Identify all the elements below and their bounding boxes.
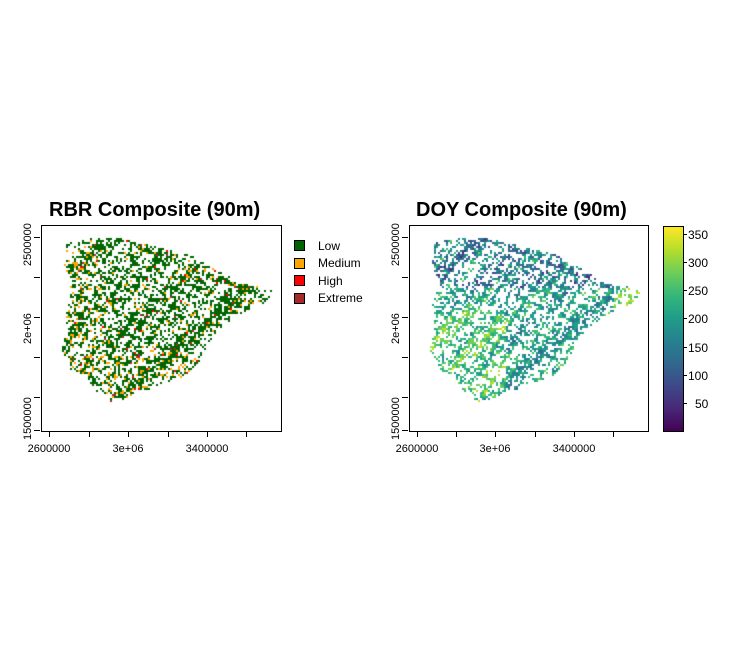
axis-tick [128, 431, 129, 437]
colorbar-label: 50 [695, 397, 709, 411]
axis-tick [89, 431, 90, 437]
axis-tick [34, 277, 40, 278]
colorbar-tick [683, 403, 687, 404]
axis-tick [34, 317, 40, 318]
colorbar-label: 250 [688, 284, 709, 298]
rbr-legend: Low Medium High Extreme [294, 237, 363, 307]
legend-label: High [318, 273, 343, 288]
rbr-y-tick-label: 2500000 [22, 223, 34, 266]
axis-tick [34, 430, 40, 431]
doy-y-tick-label: 1500000 [390, 397, 402, 440]
axis-tick [168, 431, 169, 437]
rbr-y-tick-label: 2e+06 [22, 313, 34, 344]
doy-map-title: DOY Composite (90m) [416, 199, 627, 221]
colorbar-tick [683, 290, 687, 291]
doy-y-tick-label: 2500000 [390, 223, 402, 266]
axis-tick [402, 317, 408, 318]
colorbar-tick [683, 262, 687, 263]
colorbar-label: 350 [688, 228, 709, 242]
legend-label: Low [318, 238, 341, 253]
axis-tick [402, 357, 408, 358]
axis-tick [402, 277, 408, 278]
axis-tick [456, 431, 457, 437]
axis-tick [207, 431, 208, 437]
legend-item-high: High [294, 272, 363, 290]
axis-tick [417, 431, 418, 437]
doy-x-tick-label: 3e+06 [479, 443, 511, 455]
doy-y-tick-label: 2e+06 [390, 313, 402, 344]
legend-item-extreme: Extreme [294, 290, 363, 308]
colorbar-tick [683, 234, 687, 235]
legend-swatch [294, 275, 305, 287]
rbr-raster [42, 226, 281, 431]
colorbar-label: 100 [688, 369, 709, 383]
legend-label: Medium [318, 256, 361, 271]
rbr-y-tick-label: 1500000 [22, 397, 34, 440]
axis-tick [402, 430, 408, 431]
doy-x-tick-label: 2600000 [395, 443, 439, 455]
rbr-x-tick-label: 3e+06 [112, 443, 144, 455]
axis-tick [402, 237, 408, 238]
legend-swatch [294, 292, 305, 304]
axis-tick [34, 237, 40, 238]
rbr-x-tick-label: 2600000 [27, 443, 71, 455]
legend-item-medium: Medium [294, 255, 363, 273]
doy-colorbar [663, 226, 684, 432]
rbr-map-title: RBR Composite (90m) [49, 199, 261, 221]
axis-tick [613, 431, 614, 437]
axis-tick [34, 397, 40, 398]
legend-swatch [294, 240, 305, 252]
axis-tick [34, 357, 40, 358]
doy-x-tick-label: 3400000 [552, 443, 596, 455]
axis-tick [495, 431, 496, 437]
rbr-map-panel [41, 225, 282, 432]
legend-label: Extreme [318, 291, 363, 306]
axis-tick [535, 431, 536, 437]
colorbar-label: 300 [688, 256, 709, 270]
axis-tick [574, 431, 575, 437]
rbr-x-tick-label: 3400000 [185, 443, 229, 455]
axis-tick [246, 431, 247, 437]
axis-tick [402, 397, 408, 398]
colorbar-tick [683, 318, 687, 319]
legend-swatch [294, 257, 305, 269]
colorbar-tick [683, 375, 687, 376]
colorbar-label: 150 [688, 341, 709, 355]
doy-map-panel [409, 225, 649, 432]
colorbar-label: 200 [688, 312, 709, 326]
legend-item-low: Low [294, 237, 363, 255]
colorbar-tick [683, 347, 687, 348]
doy-raster [410, 226, 648, 431]
axis-tick [49, 431, 50, 437]
